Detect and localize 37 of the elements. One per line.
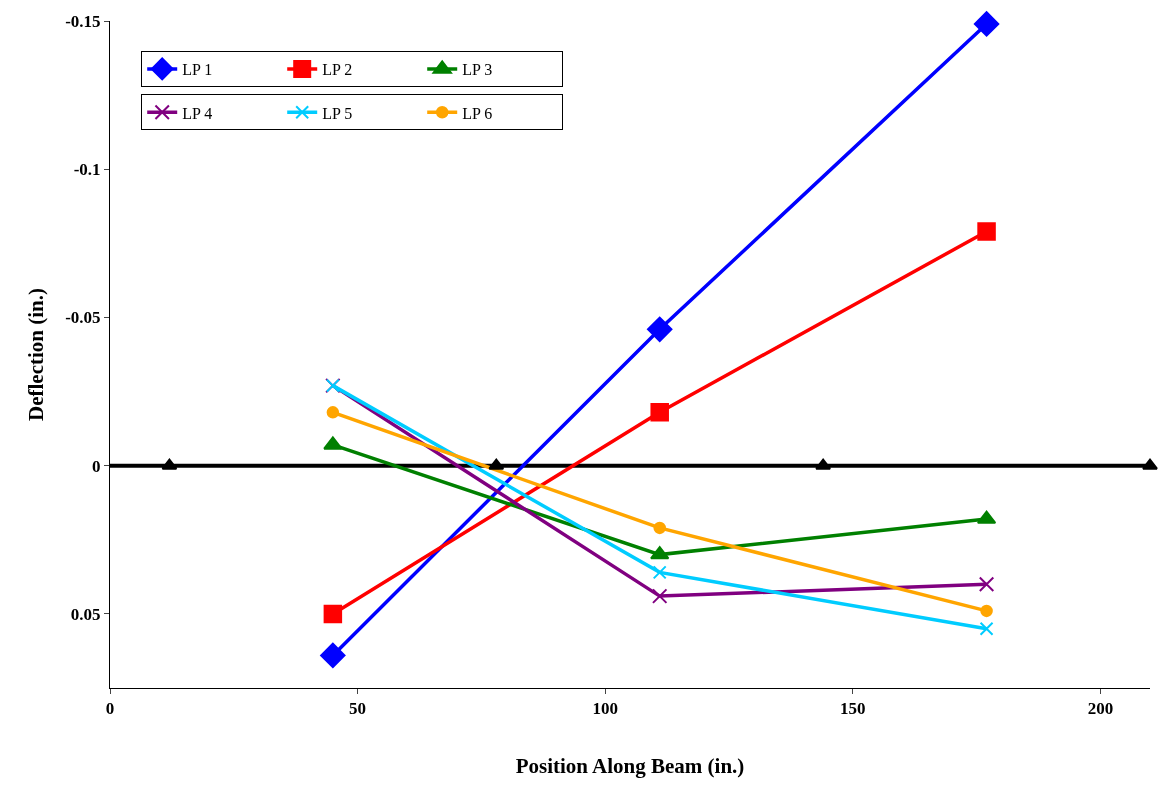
y-tick-label: -0.15 (65, 11, 101, 31)
y-tick-label: -0.05 (65, 308, 101, 328)
y-tick-label: -0.1 (73, 160, 101, 180)
x-tick-label: 0 (105, 699, 115, 719)
point (323, 604, 343, 624)
point (650, 403, 669, 422)
point (979, 621, 994, 636)
point (326, 406, 340, 419)
point (815, 458, 832, 470)
point (653, 521, 666, 535)
point (977, 222, 996, 241)
point (652, 565, 667, 580)
point (323, 436, 343, 450)
legend-label: LP 5 (322, 104, 353, 122)
point (647, 316, 673, 342)
point (1142, 458, 1158, 470)
y-tick-label: 0 (92, 456, 101, 476)
x-tick-label: 100 (592, 699, 618, 719)
x-tick-label: 150 (840, 699, 866, 719)
point (973, 11, 1000, 37)
x-axis-title: Position Along Beam (in.) (515, 753, 745, 778)
legend-label: LP 6 (462, 104, 493, 122)
point (978, 576, 995, 592)
legend-label: LP 2 (322, 61, 353, 79)
point (651, 588, 668, 604)
x-tick-label: 50 (349, 699, 367, 719)
legend-label: LP 4 (182, 104, 213, 122)
legend-label: LP 1 (182, 61, 213, 79)
point (320, 642, 346, 669)
legend-label: LP 3 (462, 61, 493, 79)
point (650, 546, 670, 560)
x-tick-label: 200 (1087, 699, 1114, 719)
y-tick-label: 0.05 (70, 604, 101, 624)
y-axis-title: Deflection (in.) (24, 288, 49, 421)
point (161, 458, 178, 470)
point (488, 458, 505, 470)
point (980, 604, 993, 618)
